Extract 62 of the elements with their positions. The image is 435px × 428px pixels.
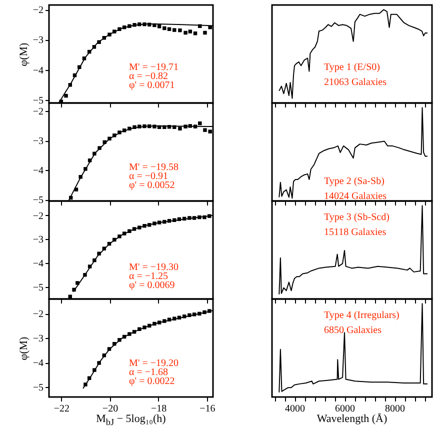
y-axis-title: φ(M) (18, 42, 30, 66)
x-axis-title: M$_{bJ}$ − 5log₁₀(h) (95, 413, 167, 428)
y-tick-label: −2 (32, 309, 44, 320)
point (178, 28, 182, 32)
point (178, 126, 182, 130)
point (208, 130, 212, 134)
point (203, 128, 207, 132)
y-tick-label: −4 (32, 166, 44, 177)
annotation: 21063 Galaxies (324, 77, 387, 88)
x-tick-label: 4000 (285, 404, 305, 414)
annotation: α = −1.25 (129, 271, 168, 282)
x-axis-title: Wavelength (Å) (316, 413, 388, 425)
point (76, 281, 80, 285)
point (188, 30, 192, 34)
annotation: Type 1 (E/S0) (324, 62, 380, 73)
annotation: M' = −19.58 (129, 162, 178, 173)
y-tick-label: −3 (32, 334, 44, 345)
annotation: Type 4 (Irregulars) (324, 310, 400, 321)
y-tick-label: −2 (32, 210, 44, 222)
annotation: M' = −19.30 (129, 262, 178, 273)
y-tick-label: −3 (32, 234, 44, 246)
point (162, 26, 166, 30)
y-tick-label: −3 (32, 136, 44, 148)
annotation: 6850 Galaxies (324, 325, 382, 336)
y-tick-label: −5 (32, 95, 44, 106)
x-tick-label: 8000 (385, 404, 405, 414)
y-tick-label: −2 (32, 106, 44, 118)
annotation: 14024 Galaxies (324, 191, 387, 202)
y-tick-label: −5 (32, 195, 44, 206)
annotation: M' = −19.20 (129, 358, 178, 369)
point (198, 121, 202, 126)
annotation: 15118 Galaxies (324, 227, 386, 238)
point (98, 146, 102, 150)
point (64, 94, 68, 98)
annotation: Type 3 (Sb-Scd) (324, 212, 390, 223)
x-tick-label: −22 (54, 404, 70, 414)
y-tick-label: −5 (32, 282, 44, 294)
y-tick-label: −2 (32, 5, 44, 16)
point (172, 28, 176, 32)
y-tick-label: −4 (32, 258, 44, 270)
annotation: φ' = 0.0071 (129, 80, 175, 91)
annotation: φ' = 0.0052 (129, 180, 175, 191)
point (184, 30, 188, 35)
y-tick-label: −5 (32, 382, 44, 394)
y-tick-label: −4 (32, 65, 44, 76)
annotation: α = −1.68 (129, 367, 168, 378)
x-tick-label: 6000 (335, 404, 355, 414)
point (157, 24, 162, 28)
point (203, 30, 207, 35)
x-tick-label: −16 (200, 404, 216, 414)
annotation: Type 2 (Sa-Sb) (324, 176, 384, 187)
annotation: M' = −19.71 (129, 62, 178, 73)
annotation: α = −0.91 (129, 171, 168, 182)
x-tick-label: −20 (102, 404, 118, 414)
point (68, 294, 72, 298)
y-tick-label: −4 (32, 358, 44, 370)
y-tick-label: −3 (32, 35, 44, 46)
annotation: φ' = 0.0022 (129, 376, 175, 387)
annotation: α = −0.82 (129, 71, 168, 82)
annotation: φ' = 0.0069 (129, 280, 175, 291)
y-axis-title: φ(M) (18, 336, 30, 360)
x-tick-label: −18 (151, 404, 167, 414)
